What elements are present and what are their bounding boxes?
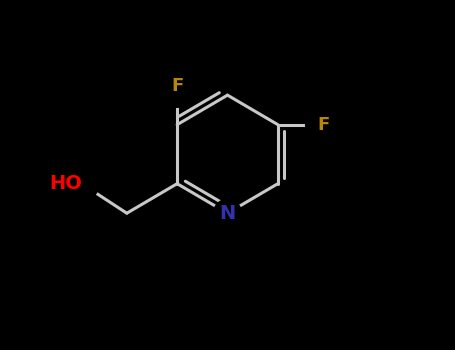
Circle shape [165, 83, 189, 107]
Text: HO: HO [49, 174, 81, 193]
Circle shape [306, 112, 330, 137]
Circle shape [213, 199, 242, 227]
Text: F: F [171, 77, 183, 95]
Circle shape [64, 166, 99, 201]
Text: F: F [318, 116, 330, 134]
Text: N: N [219, 204, 236, 223]
